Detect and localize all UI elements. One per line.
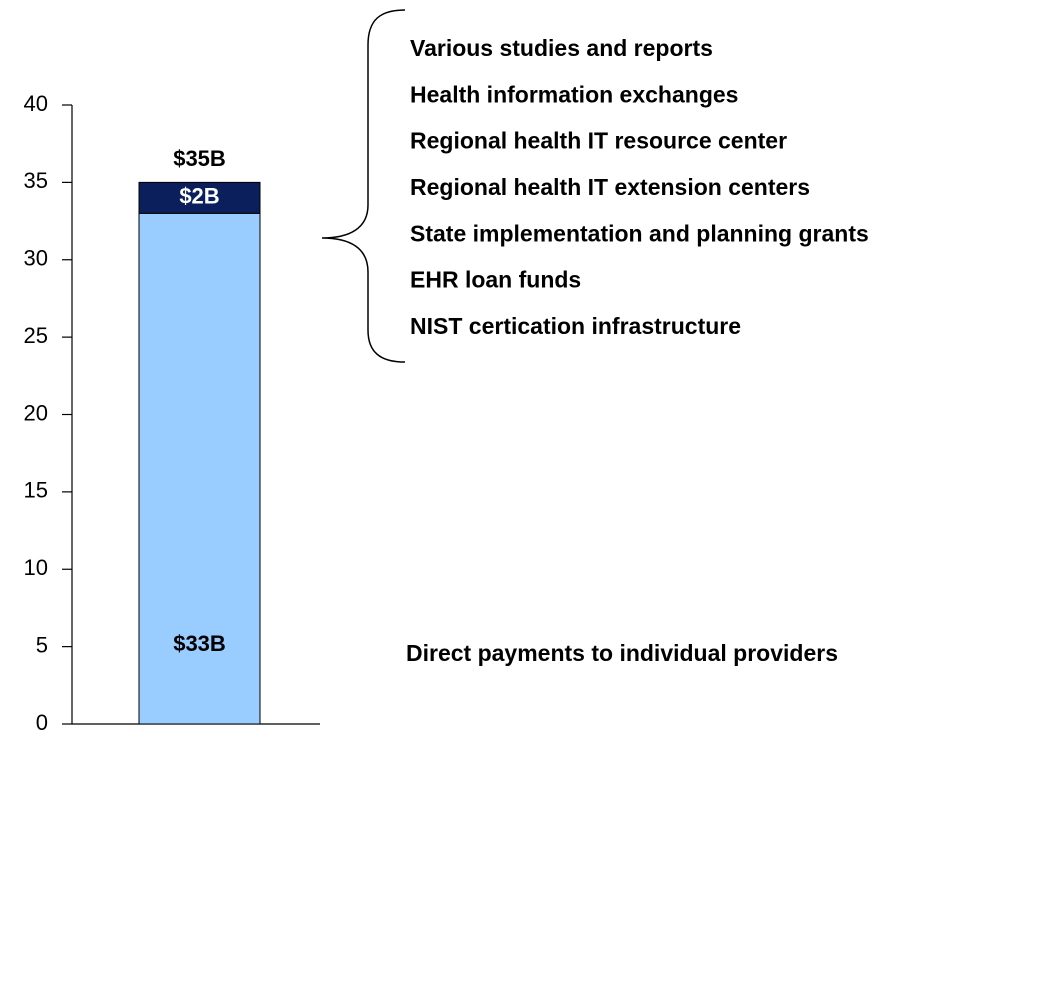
y-tick-label: 40 — [24, 91, 48, 116]
y-tick-label: 25 — [24, 323, 48, 348]
value-label: $2B — [179, 184, 219, 209]
note: Direct payments to individual providers — [406, 640, 838, 666]
y-tick-label: 0 — [36, 710, 48, 735]
annotation: Regional health IT extension centers — [410, 174, 810, 200]
y-tick-label: 30 — [24, 246, 48, 271]
y-tick-label: 5 — [36, 632, 48, 657]
annotation: State implementation and planning grants — [410, 220, 869, 246]
y-tick-label: 20 — [24, 400, 48, 425]
y-tick-label: 15 — [24, 478, 48, 503]
y-tick-label: 35 — [24, 168, 48, 193]
bar-segment — [138, 212, 261, 725]
annotation: NIST certication infrastructure — [410, 313, 741, 339]
annotation: Regional health IT resource center — [410, 128, 787, 154]
brace — [321, 9, 406, 363]
value-label: $33B — [173, 631, 226, 656]
y-tick-label: 10 — [24, 555, 48, 580]
annotation: Health information exchanges — [410, 81, 738, 107]
annotation: Various studies and reports — [410, 35, 713, 61]
annotation: EHR loan funds — [410, 267, 581, 293]
bar-segment — [138, 181, 261, 214]
total-label: $35B — [173, 146, 226, 171]
